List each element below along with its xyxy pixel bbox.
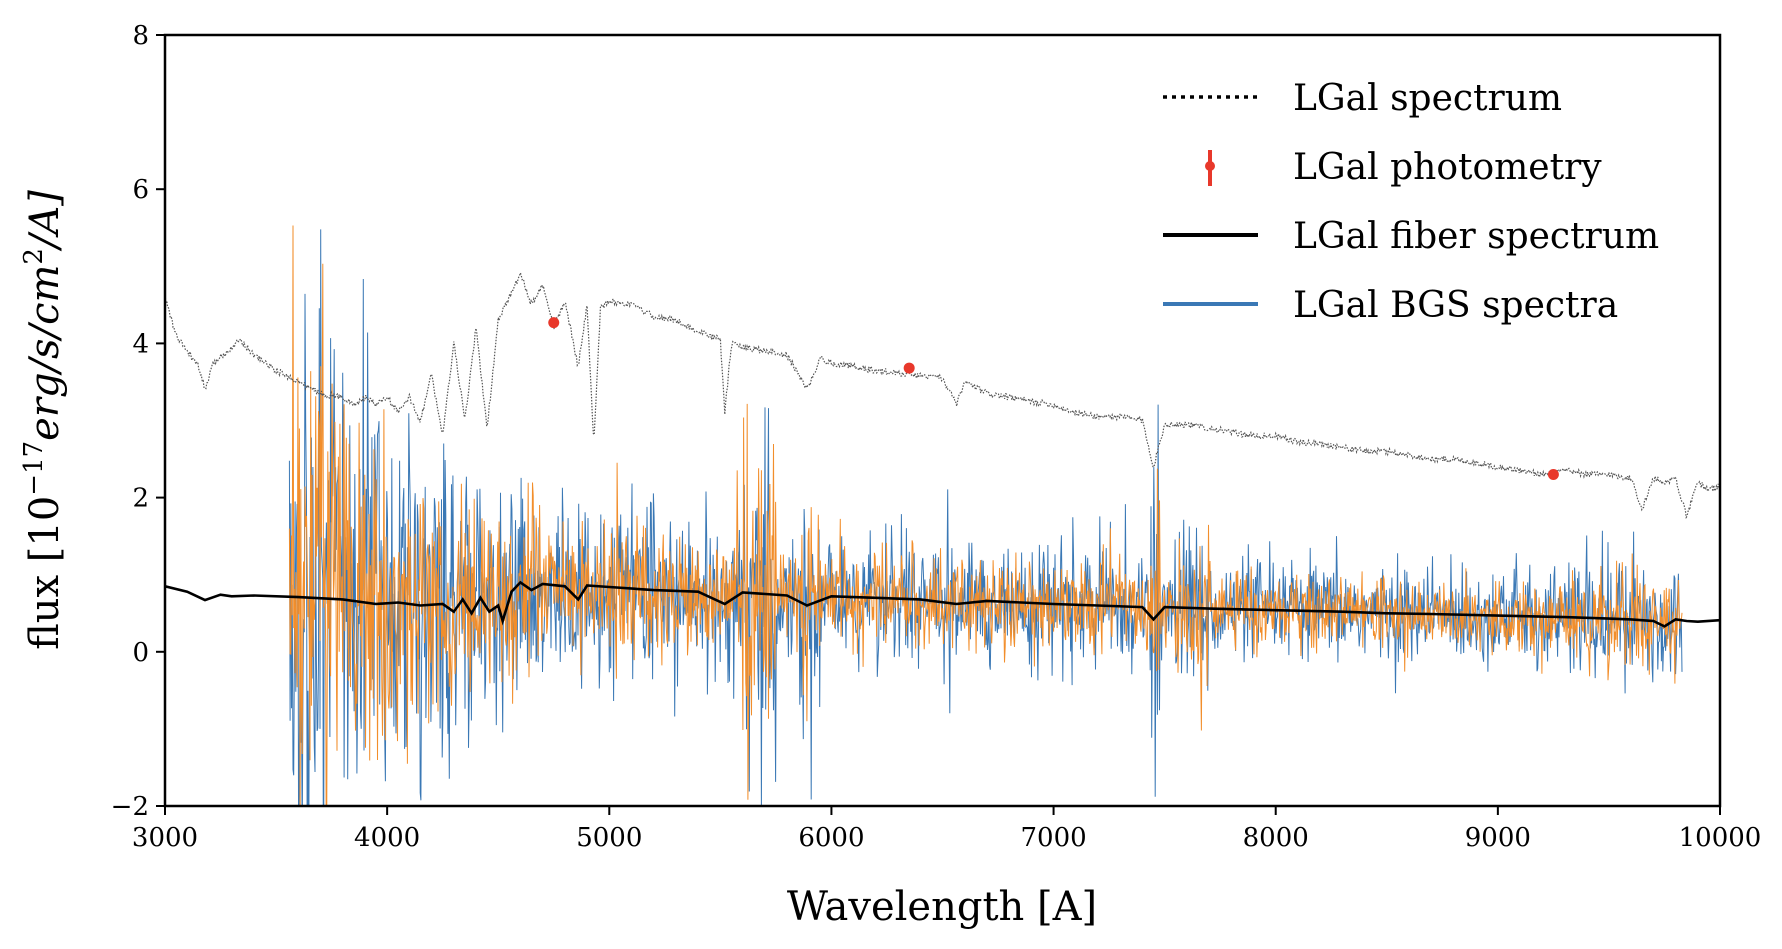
legend-label-lgal-bgs-spectra: LGal BGS spectra	[1293, 285, 1618, 326]
y-tick-label: −2	[111, 792, 149, 822]
x-tick-label: 7000	[1020, 823, 1086, 853]
x-tick-label: 9000	[1465, 823, 1531, 853]
y-axis: −2 0 2 4 6 8	[111, 21, 165, 822]
y-tick-label: 6	[132, 175, 149, 205]
y-axis-label: flux [10−17erg/s/cm2/A]	[19, 190, 68, 650]
y-tick-label: 2	[132, 484, 149, 514]
x-tick-label: 5000	[576, 823, 642, 853]
x-tick-label: 3000	[132, 823, 198, 853]
lgal-fiber-spectrum-line	[165, 580, 1720, 628]
lgal-spectrum-line	[165, 270, 1720, 520]
legend: LGal spectrum LGal photometry LGal fiber…	[1163, 78, 1659, 326]
legend-label-lgal-fiber-spectrum: LGal fiber spectrum	[1293, 216, 1659, 257]
noisy-spectrum-trace	[288, 225, 1683, 806]
legend-marker-point	[1205, 161, 1215, 171]
photometry-point	[1547, 468, 1559, 480]
plot-area	[165, 225, 1720, 806]
photometry-point	[903, 362, 915, 374]
photometry-point	[548, 317, 560, 329]
x-axis: 3000 4000 5000 6000 7000 8000 9000 10000	[132, 806, 1761, 853]
plot-frame	[163, 33, 1722, 808]
legend-label-lgal-spectrum: LGal spectrum	[1293, 78, 1562, 119]
y-tick-label: 4	[132, 329, 149, 359]
y-tick-label: 0	[132, 638, 149, 668]
legend-label-lgal-photometry: LGal photometry	[1293, 147, 1602, 188]
x-tick-label: 8000	[1243, 823, 1309, 853]
y-tick-label: 8	[132, 21, 149, 51]
x-tick-label: 10000	[1679, 823, 1762, 853]
bgs-spectra-orange-series	[288, 225, 1683, 806]
x-tick-label: 4000	[354, 823, 420, 853]
photometry-points	[548, 317, 1559, 480]
x-tick-label: 6000	[798, 823, 864, 853]
x-axis-label: Wavelength [A]	[787, 884, 1097, 930]
